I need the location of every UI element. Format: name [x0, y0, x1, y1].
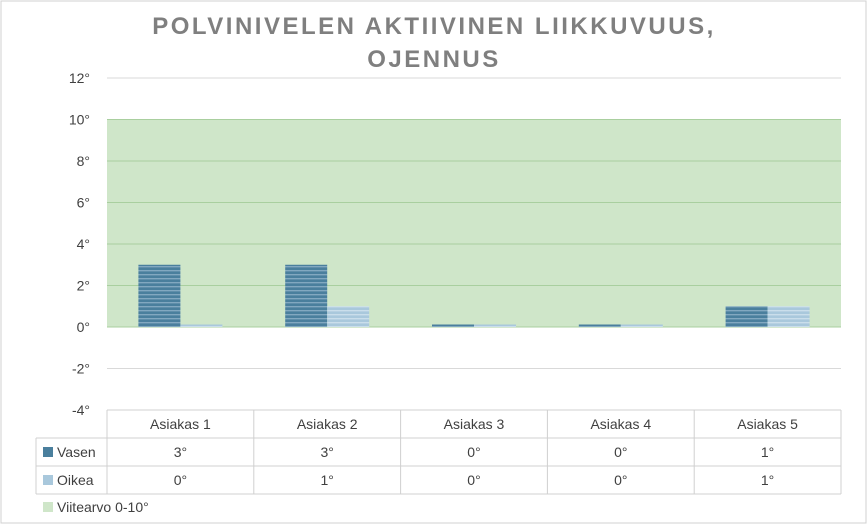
- category-label: Asiakas 5: [737, 416, 798, 432]
- y-tick-label: 6°: [77, 195, 90, 211]
- data-label: 0°: [614, 472, 627, 488]
- y-axis-ticks: -4° -2° 0° 2° 4° 6° 8° 10° 12°: [69, 70, 90, 418]
- bar-vasen-5: [725, 306, 768, 327]
- bar-vasen-3: [432, 324, 474, 327]
- data-label: 1°: [321, 472, 334, 488]
- chart-title-line-2: OJENNUS: [367, 46, 501, 73]
- bar-oikea-2: [327, 306, 370, 327]
- y-tick-label: 8°: [77, 153, 90, 169]
- chart-title-line-1: POLVINIVELEN AKTIIVINEN LIIKKUVUUS,: [152, 13, 716, 40]
- legend-label-oikea: Oikea: [57, 472, 94, 488]
- data-label: 0°: [467, 472, 480, 488]
- y-tick-label: 0°: [77, 319, 90, 335]
- bar-oikea-3: [474, 324, 516, 327]
- y-tick-label: 2°: [77, 278, 90, 294]
- bar-oikea-5: [767, 306, 810, 327]
- legend-label-reference: Viitearvo 0-10°: [57, 499, 149, 515]
- data-label: 0°: [174, 472, 187, 488]
- bars: [138, 264, 810, 327]
- data-label: 1°: [761, 472, 774, 488]
- data-label: 3°: [321, 444, 334, 460]
- category-label: Asiakas 2: [297, 416, 358, 432]
- bar-oikea-1: [180, 324, 223, 327]
- y-tick-label: 4°: [77, 236, 90, 252]
- category-label: Asiakas 3: [444, 416, 505, 432]
- category-label: Asiakas 4: [590, 416, 651, 432]
- data-label: 0°: [614, 444, 627, 460]
- reference-band: [107, 119, 841, 327]
- y-tick-label: -2°: [72, 361, 90, 377]
- y-tick-label: -4°: [72, 402, 90, 418]
- bar-vasen-4: [578, 324, 621, 327]
- bar-vasen-2: [285, 264, 328, 327]
- y-tick-label: 10°: [69, 112, 90, 128]
- legend-key-oikea: [43, 475, 53, 485]
- bar-vasen-1: [138, 264, 181, 327]
- data-label: 0°: [467, 444, 480, 460]
- legend-label-vasen: Vasen: [57, 444, 96, 460]
- data-label: 1°: [761, 444, 774, 460]
- data-label: 3°: [174, 444, 187, 460]
- legend-key-reference: [43, 502, 53, 512]
- data-table: Asiakas 1 Asiakas 2 Asiakas 3 Asiakas 4 Asia…: [35, 409, 842, 515]
- legend-key-vasen: [43, 447, 53, 457]
- category-label: Asiakas 1: [150, 416, 211, 432]
- y-tick-label: 12°: [69, 70, 90, 86]
- bar-oikea-4: [620, 324, 663, 327]
